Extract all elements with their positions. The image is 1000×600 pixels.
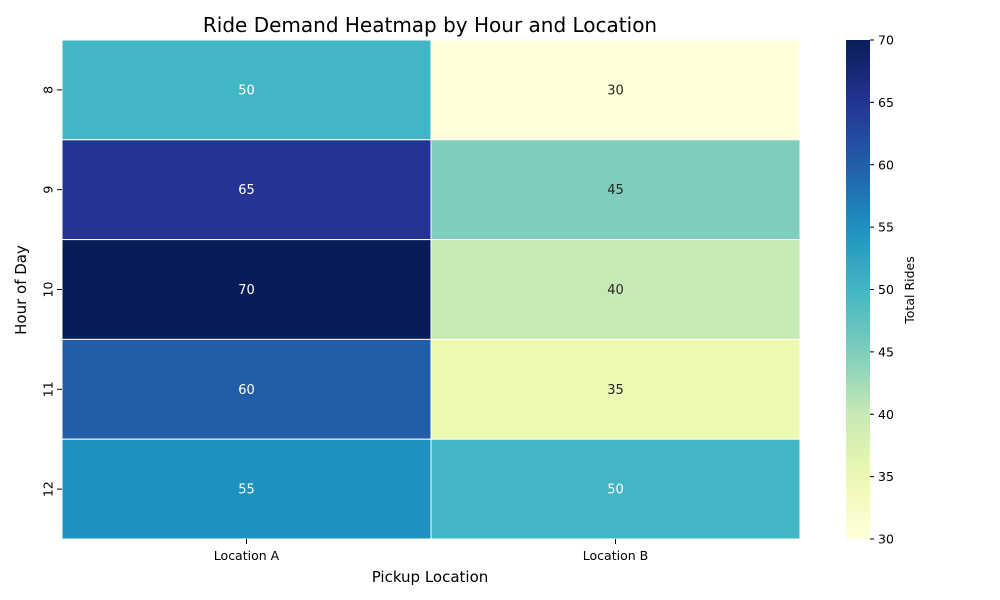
colorbar-tick-label: 70: [878, 33, 894, 48]
colorbar-tick-label: 65: [878, 95, 894, 110]
heatmap-cell: [430, 239, 801, 340]
colorbar-label: Total Rides: [902, 256, 917, 324]
x-axis-label: Pickup Location: [372, 568, 489, 586]
colorbar-tick-label: 40: [878, 407, 894, 422]
heatmap-cell: [61, 239, 432, 340]
colorbar-tick-label: 50: [878, 282, 894, 297]
colorbar-tick-label: 30: [878, 532, 894, 547]
cell-value-label: 40: [607, 283, 624, 298]
x-tick-label: Location A: [214, 548, 280, 563]
heatmap-cell: [430, 438, 801, 540]
heatmap-cells: 50 30 65 45 70 40 60 35 55 50: [61, 39, 801, 540]
cell-value-label: 45: [607, 183, 624, 198]
colorbar-tick-label: 55: [878, 220, 894, 235]
cell-value-label: 30: [607, 83, 624, 98]
chart-title: Ride Demand Heatmap by Hour and Location: [203, 13, 657, 37]
y-tick-label: 11: [40, 381, 55, 397]
heatmap-cell: [61, 139, 432, 241]
heatmap-cell: [430, 39, 801, 141]
heatmap-cell: [430, 338, 801, 440]
heatmap-cell: [61, 338, 432, 440]
colorbar-tick-label: 35: [878, 469, 894, 484]
cell-value-label: 65: [238, 183, 255, 198]
cell-value-label: 35: [607, 383, 624, 398]
x-axis-ticks: Location A Location B: [214, 539, 648, 563]
y-axis-ticks: 8 9 10 11 12: [40, 86, 62, 497]
colorbar: 30 35 40 45 50 55 60 65 70: [846, 33, 894, 547]
y-axis-label: Hour of Day: [12, 245, 30, 335]
y-tick-label: 12: [40, 481, 55, 497]
cell-value-label: 60: [238, 383, 255, 398]
y-tick-label: 9: [40, 186, 55, 194]
cell-value-label: 70: [238, 283, 255, 298]
heatmap-cell: [430, 139, 801, 241]
cell-value-label: 55: [238, 483, 255, 498]
colorbar-gradient: [846, 40, 870, 539]
colorbar-tick-label: 45: [878, 344, 894, 359]
y-tick-label: 8: [40, 86, 55, 94]
cell-value-label: 50: [238, 83, 255, 98]
colorbar-tick-label: 60: [878, 157, 894, 172]
x-tick-label: Location B: [583, 548, 648, 563]
cell-value-label: 50: [607, 483, 624, 498]
heatmap-cell: [61, 39, 432, 141]
y-tick-label: 10: [40, 282, 55, 298]
